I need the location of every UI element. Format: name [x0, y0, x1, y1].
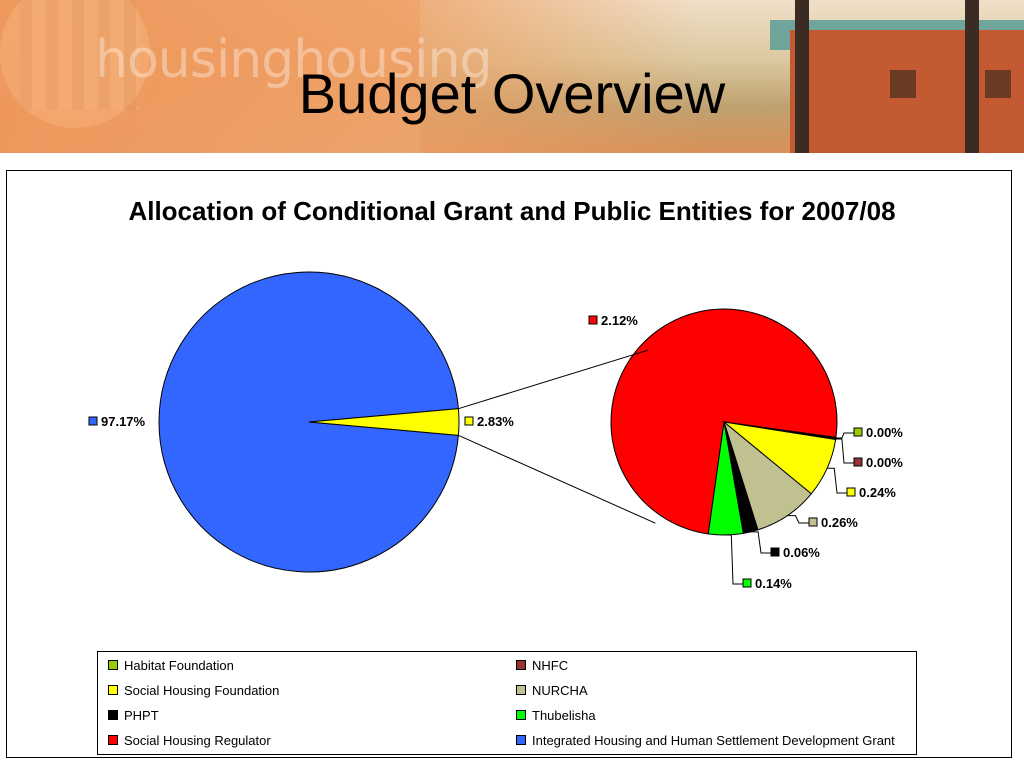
- legend-label: NHFC: [532, 657, 569, 673]
- legend-item-thubelisha: Thubelisha: [516, 706, 596, 724]
- data-label-habitat-foundation-swatch: [853, 427, 863, 437]
- slide-title: Budget Overview: [298, 62, 726, 125]
- leader-line-thubelisha: [725, 534, 743, 585]
- banner-wordmark: housinghousing: [95, 30, 492, 90]
- legend-label: Habitat Foundation: [124, 657, 234, 673]
- banner-circle-logo: [0, 0, 158, 136]
- legend-swatch: [108, 710, 118, 720]
- data-label-nhfc-label: 0.00%: [866, 455, 903, 470]
- legend-swatch: [108, 660, 118, 670]
- connector-line-top: [458, 349, 649, 410]
- legend-label: Social Housing Regulator: [124, 732, 271, 748]
- leader-line-nurcha: [787, 515, 809, 524]
- legend-label: NURCHA: [532, 682, 588, 698]
- data-label-social-housing-foundation-swatch: [846, 487, 856, 497]
- chart-legend: Habitat Foundation NHFC Social Housing Fou…: [97, 651, 917, 755]
- data-label-social-housing-regulator-label: 2.12%: [601, 313, 638, 328]
- legend-swatch: [516, 685, 526, 695]
- leader-line-nhfc: [835, 438, 854, 464]
- leader-line-phpt: [750, 531, 771, 554]
- data-label-social-housing-regulator-swatch: [588, 315, 598, 325]
- legend-label: PHPT: [124, 707, 159, 723]
- banner-pole: [965, 0, 979, 153]
- data-label-phpt-swatch: [770, 547, 780, 557]
- banner-house-window: [985, 70, 1011, 98]
- data-label-nhfc-swatch: [853, 457, 863, 467]
- data-label-nurcha-swatch: [808, 517, 818, 527]
- legend-label: Thubelisha: [532, 707, 596, 723]
- data-label-public-entities-swatch: [464, 416, 474, 426]
- legend-label: Social Housing Foundation: [124, 682, 280, 698]
- banner-pole: [795, 0, 809, 153]
- data-label-habitat-foundation-label: 0.00%: [866, 425, 903, 440]
- data-label-phpt-label: 0.06%: [783, 545, 820, 560]
- main-pie-slice-integrated-housing-and-human-settlement-development-grant: [158, 271, 459, 573]
- data-label-thubelisha-label: 0.14%: [755, 576, 792, 591]
- banner-house-window: [890, 70, 916, 98]
- legend-swatch: [516, 660, 526, 670]
- legend-item-nurcha: NURCHA: [516, 681, 588, 699]
- legend-label: Integrated Housing and Human Settlement …: [532, 732, 895, 748]
- legend-swatch: [516, 710, 526, 720]
- main-pie-slice-public-entities: [308, 408, 460, 436]
- pie-of-pie-chart: 0.00% 0.00% 0.24%0.26%0.06% 0.14% 97.17% 2.83…: [88, 271, 903, 591]
- data-label-integrated-housing-and-human-settlement-development-grant-swatch: [88, 416, 98, 426]
- legend-item-social-housing-regulator: Social Housing Regulator: [108, 731, 271, 749]
- data-label-integrated-housing-and-human-settlement-development-grant-label: 97.17%: [101, 414, 146, 429]
- leader-line-social-housing-foundation: [827, 467, 847, 494]
- data-label-nurcha-label: 0.26%: [821, 515, 858, 530]
- leader-line-habitat-foundation: [835, 432, 854, 439]
- legend-item-nhfc: NHFC: [516, 656, 568, 674]
- legend-item-phpt: PHPT: [108, 706, 159, 724]
- chart-title: Allocation of Conditional Grant and Publ…: [128, 196, 896, 226]
- chart-frame: Allocation of Conditional Grant and Publ…: [6, 170, 1012, 758]
- data-label-social-housing-foundation-label: 0.24%: [859, 485, 896, 500]
- legend-item-social-housing-foundation: Social Housing Foundation: [108, 681, 279, 699]
- header-banner: housinghousing: [0, 0, 1024, 153]
- legend-swatch: [516, 735, 526, 745]
- legend-item-habitat-foundation: Habitat Foundation: [108, 656, 234, 674]
- data-label-public-entities-label: 2.83%: [477, 414, 514, 429]
- data-label-thubelisha-swatch: [742, 578, 752, 588]
- secondary-pie-slice-thubelisha: [707, 421, 744, 536]
- connector-line-bottom: [458, 434, 656, 524]
- legend-swatch: [108, 735, 118, 745]
- legend-swatch: [108, 685, 118, 695]
- legend-item-integrated-housing-and-human-settlement-development-grant: Integrated Housing and Human Settlement …: [516, 731, 895, 749]
